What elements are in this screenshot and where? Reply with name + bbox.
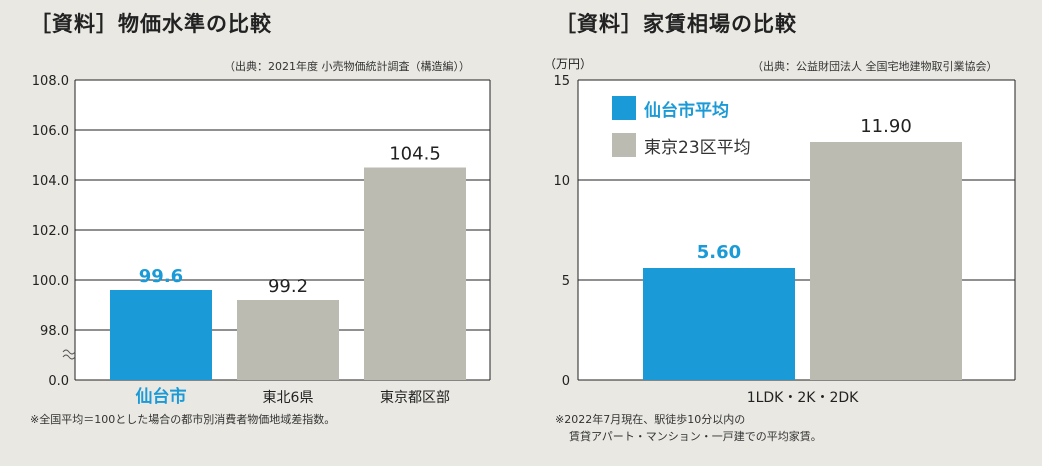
y-tick-label: 0 — [562, 374, 570, 389]
right-note: ※2022年7月現在、駅徒歩10分以内の 賃貸アパート・マンション・一戸建での平… — [555, 411, 822, 445]
legend-item-tokyo: 東京23区平均 — [612, 133, 751, 158]
y-tick-label: 104.0 — [32, 174, 69, 189]
x-tick-label: 仙台市 — [136, 386, 187, 407]
y-tick-label: 15 — [553, 74, 570, 89]
data-label: 104.5 — [389, 144, 441, 165]
y-tick-label: 100.0 — [32, 274, 69, 289]
left-title: ［資料］物価水準の比較 — [30, 12, 272, 36]
x-tick-label: 東北6県 — [263, 390, 314, 406]
y-tick-label: 98.0 — [40, 324, 69, 339]
right-note-line2: 賃貸アパート・マンション・一戸建での平均家賃。 — [569, 430, 822, 443]
chart-legend: 仙台市平均 東京23区平均 — [612, 96, 751, 170]
x-tick-label: 1LDK・2K・2DK — [747, 390, 859, 406]
data-label: 5.60 — [697, 242, 741, 263]
axis-break-mark — [62, 349, 76, 355]
legend-label-tokyo: 東京23区平均 — [644, 137, 751, 158]
bar — [364, 167, 466, 380]
bar — [643, 268, 795, 380]
right-source: （出典：公益財団法人 全国宅地建物取引業協会） — [752, 60, 998, 73]
bar — [810, 142, 962, 380]
y-tick-label: 5 — [562, 274, 570, 289]
y-tick-label: 106.0 — [32, 124, 69, 139]
y-tick-label: 10 — [553, 174, 570, 189]
y-tick-label: 0.0 — [48, 374, 69, 389]
data-label: 99.2 — [268, 276, 308, 297]
data-label: 11.90 — [860, 116, 912, 137]
y-tick-label: 108.0 — [32, 74, 69, 89]
bar — [110, 290, 212, 380]
y-unit-label: （万円） — [544, 57, 592, 71]
right-note-line1: ※2022年7月現在、駅徒歩10分以内の — [555, 413, 746, 426]
legend-swatch-tokyo — [612, 133, 636, 157]
axis-break-mark — [62, 354, 76, 360]
right-title: ［資料］家賃相場の比較 — [555, 12, 797, 36]
legend-swatch-sendai — [612, 96, 636, 120]
left-note: ※全国平均＝100とした場合の都市別消費者物価地域差指数。 — [30, 413, 336, 426]
left-source: （出典：2021年度 小売物価統計調査（構造編）） — [224, 60, 470, 73]
rent-chart: 15 10 5 0 （万円） 5.60 11.90 1LDK・2K・2DK — [544, 57, 1016, 406]
legend-item-sendai: 仙台市平均 — [612, 96, 751, 121]
legend-label-sendai: 仙台市平均 — [644, 100, 729, 121]
price-chart: 108.0 106.0 104.0 102.0 100.0 98.0 0.0 99.6 仙台市 9… — [32, 74, 491, 407]
y-tick-label: 102.0 — [32, 224, 69, 239]
x-tick-label: 東京都区部 — [380, 390, 450, 406]
bar — [237, 300, 339, 380]
data-label: 99.6 — [139, 266, 183, 287]
